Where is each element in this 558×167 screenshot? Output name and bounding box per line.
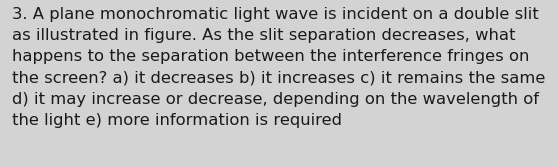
Text: 3. A plane monochromatic light wave is incident on a double slit
as illustrated : 3. A plane monochromatic light wave is i… bbox=[12, 7, 546, 128]
